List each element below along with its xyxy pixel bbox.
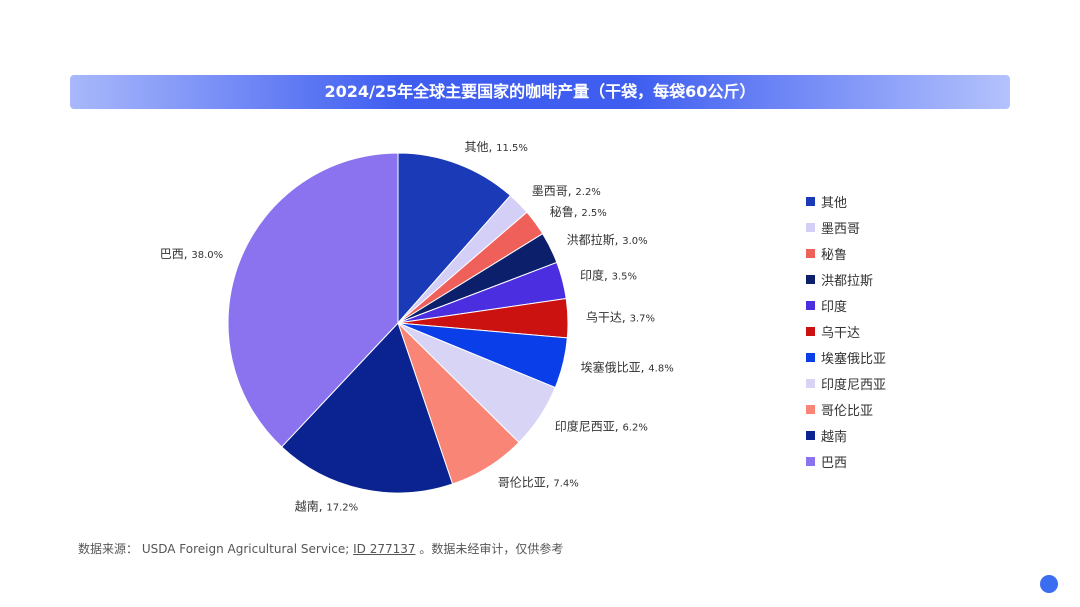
slice-label: 印度尼西亚, 6.2%: [555, 419, 648, 434]
legend-label: 巴西: [821, 455, 848, 471]
legend-item: 印度: [806, 292, 886, 318]
legend-item: 墨西哥: [806, 214, 886, 240]
legend-label: 乌干达: [821, 325, 861, 341]
legend-swatch: [806, 378, 815, 388]
slice-label: 越南, 17.2%: [295, 499, 358, 514]
slice-label: 印度, 3.5%: [580, 268, 637, 283]
legend-label: 墨西哥: [821, 221, 861, 237]
slice-label: 乌干达, 3.7%: [586, 310, 655, 325]
legend-item: 埃塞俄比亚: [806, 344, 886, 370]
chart-title: 2024/25年全球主要国家的咖啡产量（干袋，每袋60公斤）: [70, 75, 1010, 109]
legend-label: 埃塞俄比亚: [821, 351, 887, 367]
brand-logo-icon: [1040, 575, 1058, 593]
legend-label: 其他: [821, 195, 848, 211]
pie-slice-10: [227, 152, 399, 448]
legend-swatch: [806, 430, 815, 440]
legend-swatch: [806, 352, 815, 362]
legend-label: 印度尼西亚: [821, 377, 887, 393]
legend-swatch: [806, 326, 815, 336]
legend-label: 印度: [821, 299, 848, 315]
legend-swatch: [806, 248, 815, 258]
legend-swatch: [806, 274, 815, 284]
slice-label: 墨西哥, 2.2%: [532, 184, 601, 198]
legend-swatch: [806, 196, 815, 206]
legend-label: 哥伦比亚: [821, 403, 874, 419]
pie-slice-9: [280, 322, 454, 494]
legend-label: 越南: [821, 429, 848, 445]
legend-swatch: [806, 456, 815, 466]
slice-label: 哥伦比亚, 7.4%: [498, 474, 579, 489]
source-link[interactable]: ID 277137: [353, 542, 416, 556]
legend: 其他墨西哥秘鲁洪都拉斯印度乌干达埃塞俄比亚印度尼西亚哥伦比亚越南巴西: [806, 188, 886, 474]
slice-label: 秘鲁, 2.5%: [550, 205, 607, 219]
slice-label: 巴西, 38.0%: [160, 247, 223, 261]
legend-item: 越南: [806, 422, 886, 448]
legend-item: 乌干达: [806, 318, 886, 344]
legend-item: 洪都拉斯: [806, 266, 886, 292]
legend-item: 哥伦比亚: [806, 396, 886, 422]
source-note: 数据来源： USDA Foreign Agricultural Service;…: [78, 540, 563, 557]
legend-item: 其他: [806, 188, 886, 214]
slice-label: 其他, 11.5%: [464, 140, 527, 154]
legend-item: 秘鲁: [806, 240, 886, 266]
legend-item: 巴西: [806, 448, 886, 474]
slice-label: 埃塞俄比亚, 4.8%: [581, 359, 674, 374]
legend-label: 秘鲁: [821, 247, 848, 263]
pie-slice-0: [397, 152, 512, 325]
source-prefix: 数据来源： USDA Foreign Agricultural Service;: [78, 542, 354, 556]
legend-label: 洪都拉斯: [821, 273, 874, 289]
source-suffix: 。数据未经审计，仅供参考: [415, 542, 564, 556]
legend-swatch: [806, 300, 815, 310]
legend-swatch: [806, 222, 815, 232]
legend-item: 印度尼西亚: [806, 370, 886, 396]
slice-label: 洪都拉斯, 3.0%: [567, 232, 648, 247]
legend-swatch: [806, 404, 815, 414]
